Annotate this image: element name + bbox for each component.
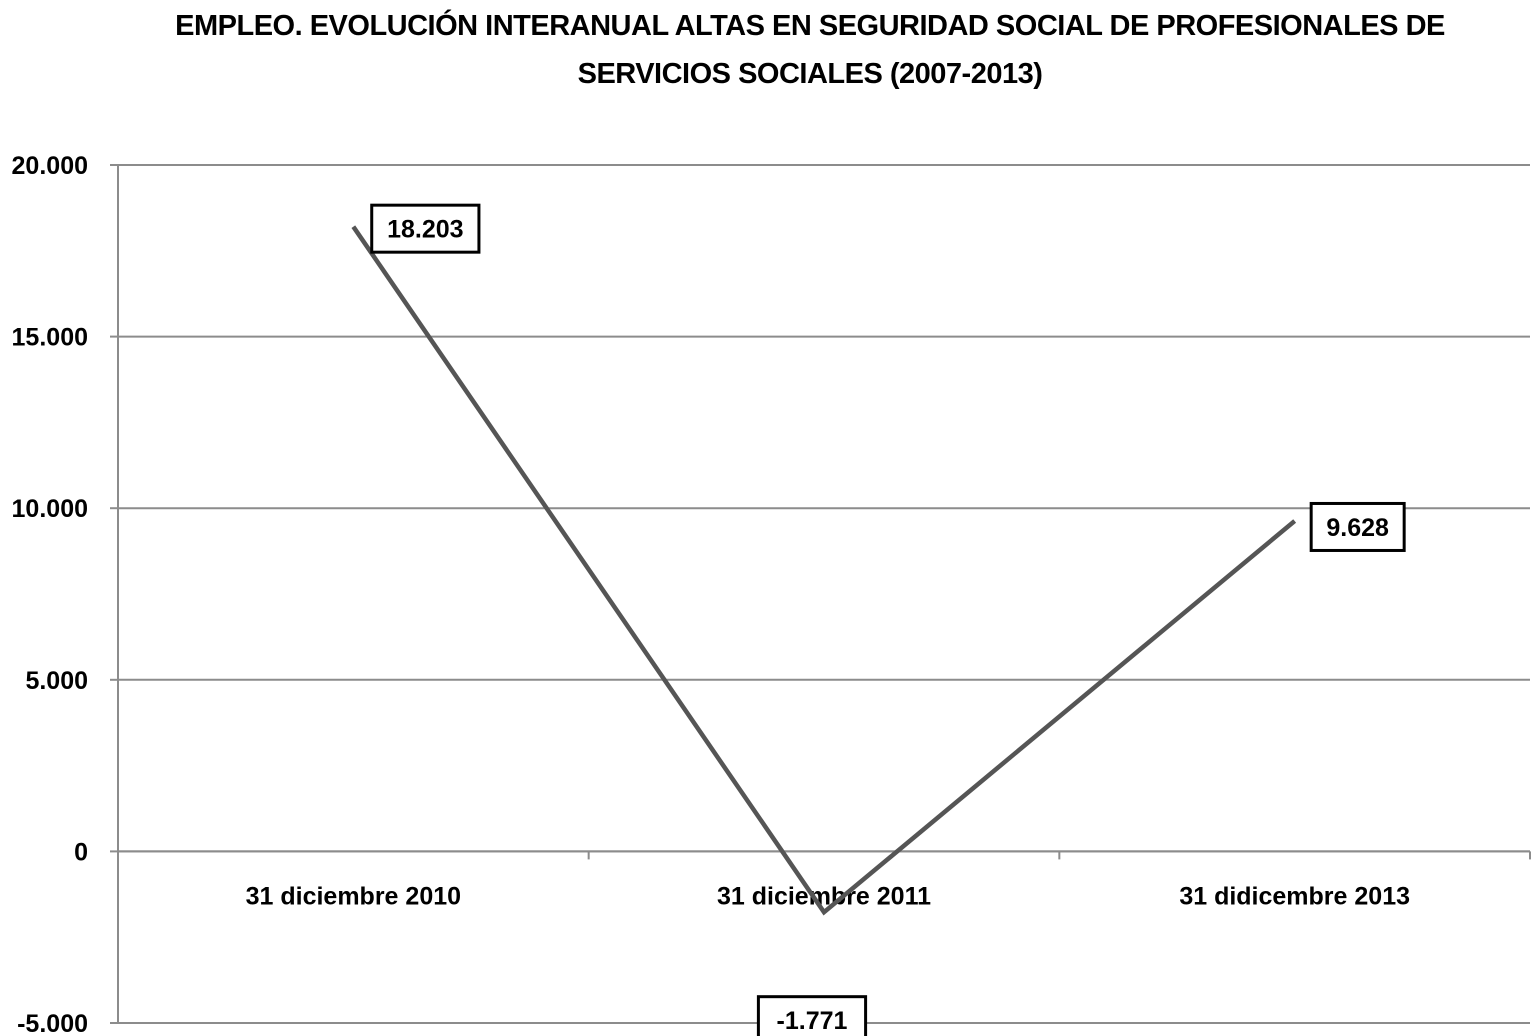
chart-title-line-2: SERVICIOS SOCIALES (2007-2013) — [577, 58, 1043, 90]
y-tick-label: 10.000 — [12, 495, 88, 523]
data-label: -1.771 — [777, 1007, 848, 1035]
data-label-box — [756, 995, 868, 1036]
data-label: 9.628 — [1326, 514, 1389, 542]
chart-title-line-1: EMPLEO. EVOLUCIÓN INTERANUAL ALTAS EN SE… — [175, 10, 1445, 42]
y-tick-label: -5.000 — [17, 1010, 88, 1036]
data-label-box — [370, 203, 481, 254]
y-tick-label: 15.000 — [12, 324, 88, 352]
y-tick-label: 5.000 — [25, 667, 88, 695]
data-label: 18.203 — [387, 216, 463, 244]
x-category-label: 31 diciembre 2011 — [717, 882, 931, 910]
y-tick-label: 20.000 — [12, 152, 88, 180]
series-line — [351, 225, 1297, 916]
x-category-label: 31 didicembre 2013 — [1179, 882, 1410, 910]
chart-title: EMPLEO. EVOLUCIÓN INTERANUAL ALTAS EN SE… — [60, 2, 1533, 98]
data-label-box — [1309, 501, 1406, 552]
x-category-label: 31 diciembre 2010 — [246, 882, 461, 910]
y-tick-label: 0 — [74, 838, 88, 866]
